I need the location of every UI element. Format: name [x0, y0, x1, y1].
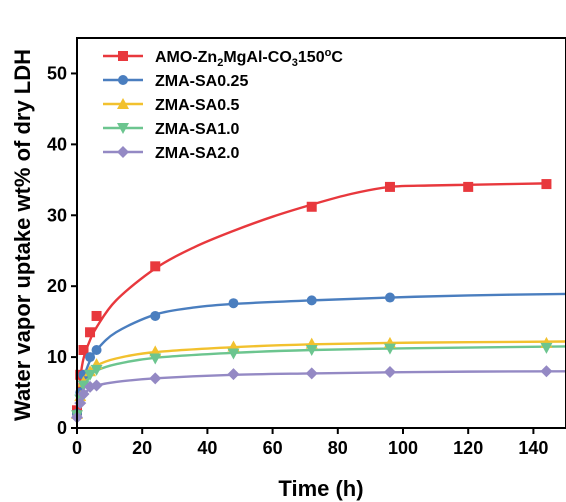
y-tick-label: 0 [57, 418, 67, 438]
data-point [540, 342, 553, 354]
x-axis: 0 20 40 60 80 100 120 140 [72, 428, 548, 458]
data-point [384, 292, 395, 303]
data-point [84, 369, 97, 381]
data-point [77, 387, 90, 400]
data-point [150, 310, 161, 321]
data-point [78, 345, 89, 355]
data-point [540, 365, 553, 378]
data-point [463, 181, 474, 192]
legend-swatch-marker [118, 51, 128, 61]
series-4-points [71, 365, 553, 424]
data-point [541, 179, 552, 190]
x-tick-label: 0 [72, 438, 82, 458]
x-axis-title: Time (h) [278, 476, 363, 501]
legend-label-series-2: ZMA-SA0.5 [155, 97, 240, 114]
y-tick-label: 30 [47, 205, 67, 225]
plot-frame [76, 37, 566, 429]
data-point [90, 364, 103, 376]
fit-curves [75, 182, 566, 418]
x-tick-label: 100 [388, 438, 418, 458]
x-tick-label: 140 [518, 438, 548, 458]
y-tick-label: 10 [47, 347, 67, 367]
data-point [227, 368, 240, 381]
data-point [90, 379, 103, 392]
x-tick-label: 40 [197, 438, 217, 458]
legend-swatch-marker [117, 146, 129, 158]
legend-swatch-marker [118, 75, 128, 85]
data-point [306, 201, 317, 212]
y-tick-label: 20 [47, 276, 67, 296]
y-axis-title: Water vapor uptake wt% of dry LDH [10, 49, 35, 421]
fit-line-series-3 [75, 345, 566, 416]
data-point [305, 345, 318, 356]
data-point [306, 295, 317, 306]
data-point [384, 181, 395, 192]
x-tick-label: 60 [263, 438, 283, 458]
data-point [383, 343, 396, 355]
y-tick-label: 50 [47, 63, 67, 83]
legend-swatch-marker [117, 123, 129, 134]
data-point [149, 353, 162, 365]
legend-swatch-marker [117, 98, 129, 109]
data-point [149, 372, 162, 385]
data-point [150, 261, 161, 272]
x-tick-label: 20 [132, 438, 152, 458]
data-point [91, 345, 102, 355]
data-markers [71, 179, 553, 424]
data-point [77, 380, 90, 392]
y-axis: 0 10 20 30 40 50 [47, 63, 77, 438]
data-point [85, 352, 96, 363]
y-tick-label: 40 [47, 134, 67, 154]
legend-label-series-1: ZMA-SA0.25 [155, 73, 248, 90]
data-point [383, 365, 396, 378]
legend-label-series-4: ZMA-SA2.0 [155, 145, 240, 162]
data-point [305, 367, 318, 380]
data-point [227, 348, 240, 360]
legend-label-series-0: AMO-Zn2MgAl-CO3150oC [155, 47, 343, 69]
x-tick-label: 120 [453, 438, 483, 458]
legend: AMO-Zn2MgAl-CO3150oC ZMA-SA0.25 ZMA-SA0.5 Z… [103, 47, 343, 162]
x-tick-label: 80 [328, 438, 348, 458]
data-point [85, 327, 96, 338]
data-point [91, 310, 102, 321]
legend-label-series-3: ZMA-SA1.0 [155, 121, 240, 138]
data-point [228, 298, 239, 309]
